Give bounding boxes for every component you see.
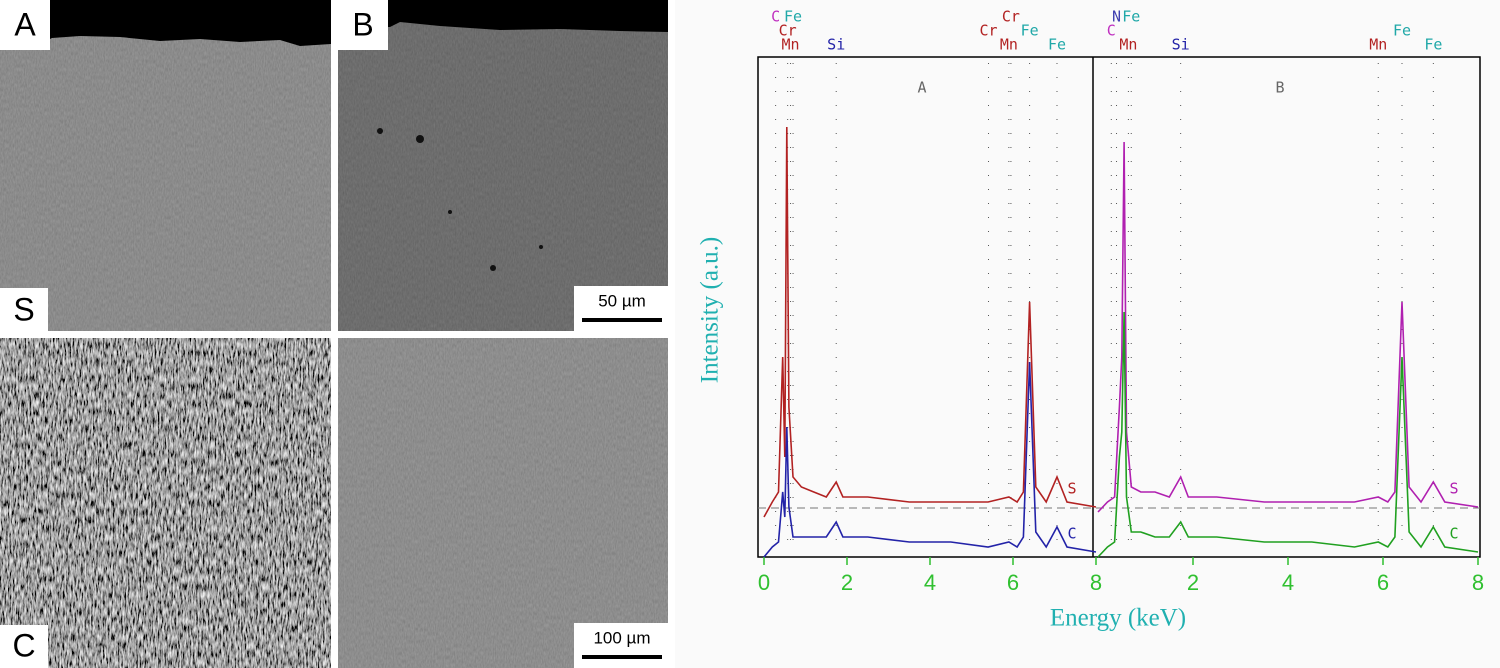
x-tick-label: 4	[1282, 570, 1294, 595]
spectrum-line	[1097, 311, 1479, 558]
peak-label: Mn	[1119, 36, 1137, 54]
sem-panels: 50 µm 100 µm A B S C	[0, 0, 668, 668]
x-tick-label: 2	[841, 570, 853, 595]
peak-label: Fe	[1021, 22, 1039, 40]
peak-label: Fe	[1393, 22, 1411, 40]
x-tick-label: 8	[1090, 570, 1102, 595]
sem-pores	[377, 128, 543, 271]
label-box	[338, 0, 388, 50]
scale-box	[574, 623, 668, 668]
peak-label: Cr	[1002, 8, 1020, 26]
sem-texture	[338, 0, 668, 331]
y-axis-label: Intensity (a.u.)	[697, 237, 724, 383]
sem-edge	[338, 0, 668, 32]
x-tick-label: 6	[1007, 570, 1019, 595]
peak-label: Fe	[1048, 36, 1066, 54]
label-box	[0, 625, 48, 668]
label-box	[0, 0, 50, 50]
peak-label: Fe	[784, 8, 802, 26]
scale-label: 100 µm	[593, 628, 650, 647]
x-tick-label: 0	[758, 570, 770, 595]
x-tick-label: 8	[1472, 570, 1484, 595]
x-tick-label: 2	[1187, 570, 1199, 595]
peak-label: Mn	[1000, 36, 1018, 54]
label-box	[0, 288, 48, 331]
x-tick-label: 4	[924, 570, 936, 595]
series-label: C	[1449, 525, 1458, 543]
peak-label: C	[1107, 22, 1116, 40]
spectrum-line	[1097, 141, 1479, 513]
sem-texture	[0, 0, 331, 331]
peak-label: Mn	[1369, 36, 1387, 54]
peak-label: Si	[827, 36, 845, 54]
peak-label: Cr	[979, 22, 997, 40]
panel-title: A	[917, 79, 926, 97]
peak-label: Si	[1172, 36, 1190, 54]
panel-title: B	[1275, 79, 1284, 97]
sem-image	[0, 338, 331, 668]
peak-label: C	[771, 8, 780, 26]
series-label: S	[1449, 480, 1458, 498]
peak-label: N	[1112, 8, 1121, 26]
series-label: C	[1067, 525, 1076, 543]
spectrum-line	[763, 126, 1097, 518]
spectrum-line	[763, 361, 1097, 558]
peak-label: Fe	[1122, 8, 1140, 26]
scale-box	[574, 286, 668, 331]
peak-label: Fe	[1424, 36, 1442, 54]
peak-label: Cr	[779, 22, 797, 40]
row-label: S	[13, 291, 34, 327]
x-tick-label: 6	[1377, 570, 1389, 595]
sem-edge	[0, 0, 331, 46]
chart-background	[675, 0, 1500, 668]
scale-label: 50 µm	[598, 291, 646, 310]
peak-label: Mn	[782, 36, 800, 54]
panel-label: B	[352, 6, 373, 42]
row-label: C	[12, 627, 35, 663]
plot-frame	[757, 56, 1481, 558]
panel-label: A	[14, 6, 36, 42]
x-axis-label: Energy (keV)	[1050, 605, 1186, 632]
series-label: S	[1067, 480, 1076, 498]
sem-texture	[338, 338, 668, 668]
